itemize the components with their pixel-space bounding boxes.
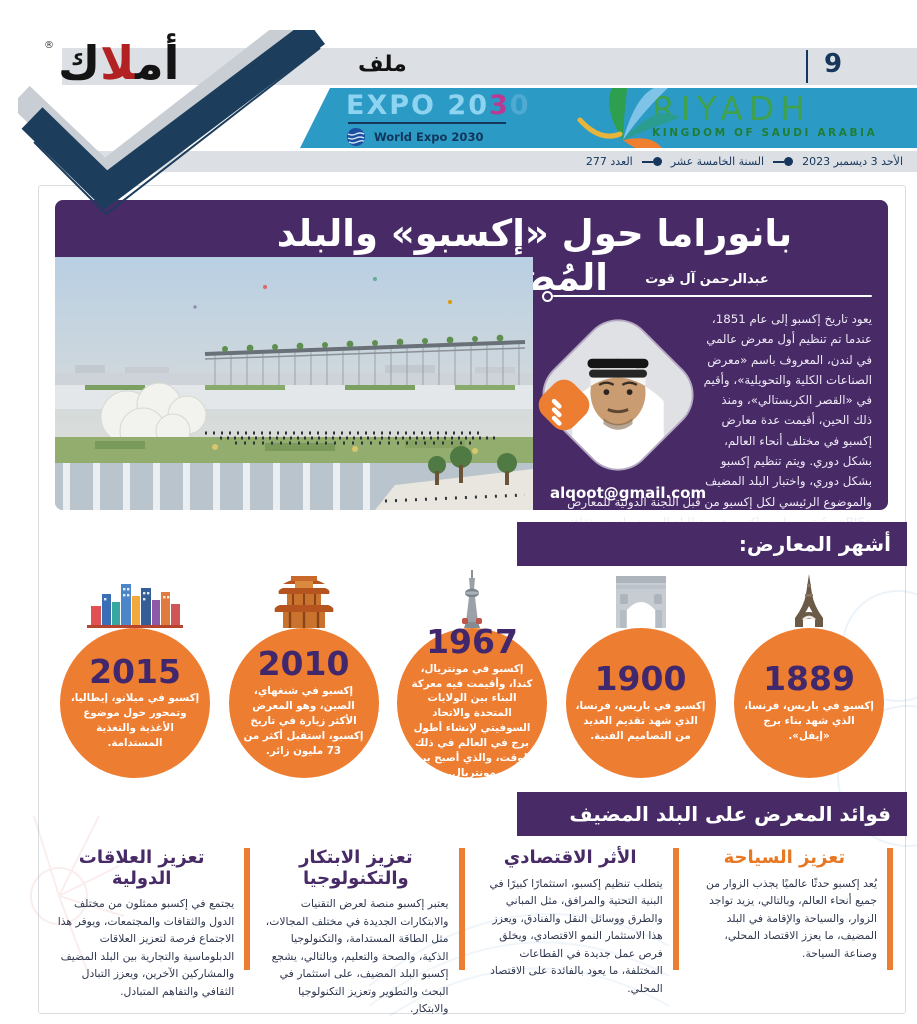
benefit-title: تعزيز العلاقات الدولية	[78, 847, 205, 889]
separator-dot-icon	[773, 157, 794, 166]
timeline-item-1900: 1900 إكسبو في باريس، فرنسا، الذي شهد تقد…	[557, 570, 725, 788]
benefit-accent-bar	[672, 848, 679, 970]
benefit-column-innovation: تعزيز الابتكار والتكنولوجيا يعتبر إكسبو …	[261, 846, 465, 1015]
riyadh-city-text: RIYADH	[652, 89, 812, 128]
registered-mark: ®	[44, 40, 54, 51]
benefit-accent-bar	[244, 848, 251, 970]
arc-de-triomphe-icon	[615, 576, 666, 628]
expo-word-prefix: EXPO 20	[346, 90, 489, 121]
logo-wordmark: أملاك	[58, 36, 179, 90]
author-block: عبدالرحمن آل قوت	[530, 272, 872, 549]
timeline-text: إكسبو في مونتريال، كندا، وأقيمت فيه معرك…	[411, 662, 533, 780]
timeline-year: 1967	[426, 622, 518, 661]
timeline-year: 2015	[89, 651, 181, 691]
timeline-circle: 1889 إكسبو في باريس، فرنسا، الذي شهد بنا…	[734, 628, 884, 778]
checkmark-logo-icon	[10, 0, 327, 216]
expo-wordmark: EXPO 2030	[346, 92, 531, 119]
article-body-wrap: يعود تاريخ إكسبو إلى عام 1851، عندما تم …	[530, 307, 872, 549]
header-bar	[62, 48, 917, 85]
page-number: 9	[824, 49, 843, 79]
section-banner-expos: أشهر المعارض:	[517, 522, 907, 566]
timeline-year: 1900	[594, 659, 687, 699]
timeline-circle: 1900 إكسبو في باريس، فرنسا، الذي شهد تقد…	[565, 628, 716, 778]
page-content-frame: بانوراما حول «إكسبو» والبلد المُضيف	[30, 185, 917, 1016]
benefit-text: يُعد إكسبو حدثًا عالميًا يجذب الزوار من …	[705, 876, 877, 960]
benefits-heading: فوائد المعرض على البلد المضيف	[569, 802, 891, 826]
logo-word-start: أم	[135, 36, 180, 90]
author-email[interactable]: alqoot@gmail.com	[550, 484, 707, 503]
benefit-accent-bar	[458, 848, 465, 970]
issue-date: الأحد 3 ديسمبر 2023	[802, 155, 903, 168]
benefit-text: يعتبر إكسبو منصة لعرض التقنيات والابتكار…	[265, 897, 449, 1016]
timeline-text: إكسبو في باريس، فرنسا، الذي شهد بناء برج…	[744, 699, 874, 742]
benefits-columns: تعزيز السياحة يُعد إكسبو حدثًا عالميًا ي…	[47, 846, 893, 1015]
expo-underline	[348, 122, 506, 124]
expo-site-photo	[55, 257, 533, 510]
logo-word-accent: لا	[100, 36, 136, 90]
expo2030-banner: EXPO 2030 World Expo 2030 RIYADH KINGDOM…	[300, 88, 917, 148]
benefit-column-relations: تعزيز العلاقات الدولية يجتمع في إكسبو مم…	[47, 846, 251, 1006]
timeline-circle: 1967 إكسبو في مونتريال، كندا، وأقيمت فيه…	[397, 622, 547, 780]
rule-line	[553, 295, 872, 297]
timeline-item-2010: 2010 إكسبو في شنغهاي، الصين، وهو المعرض …	[220, 570, 388, 788]
benefit-column-economic: الأثر الاقتصادي يتطلب تنظيم إكسبو، استثم…	[476, 846, 679, 1006]
benefit-column-tourism: تعزيز السياحة يُعد إكسبو حدثًا عالميًا ي…	[690, 846, 893, 1006]
author-rule	[542, 291, 872, 302]
separator-dot-icon	[641, 157, 662, 166]
expo-digit-last: 0	[509, 90, 531, 121]
timeline-text: إكسبو في باريس، فرنسا، الذي شهد تقديم ال…	[575, 699, 706, 742]
timeline-year: 2010	[257, 644, 350, 684]
pagoda-icon	[274, 576, 333, 628]
expos-heading: أشهر المعارض:	[738, 532, 891, 556]
timeline-circle: 2015 إكسبو في ميلانو، إيطاليا، وتمحور حو…	[60, 628, 210, 778]
benefit-title: تعزيز الابتكار والتكنولوجيا	[299, 847, 413, 889]
expo-logo: EXPO 2030 World Expo 2030	[346, 92, 531, 147]
benefit-text: يتطلب تنظيم إكسبو، استثمارًا كبيرًا في ا…	[489, 876, 663, 995]
benefit-accent-bar	[887, 848, 893, 970]
issue-number: العدد 277	[585, 155, 633, 168]
benefit-title: الأثر الاقتصادي	[503, 847, 637, 868]
page-number-divider	[806, 50, 808, 83]
timeline-circle: 2010 إكسبو في شنغهاي، الصين، وهو المعرض …	[228, 628, 379, 778]
globe-icon	[347, 127, 365, 146]
riyadh-country-text: KINGDOM OF SAUDI ARABIA	[652, 127, 878, 140]
quote-icon	[538, 379, 590, 431]
rule-ring-icon	[542, 291, 553, 302]
logo-word-end: ك	[58, 36, 101, 90]
timeline-item-1889: 1889 إكسبو في باريس، فرنسا، الذي شهد بنا…	[725, 570, 893, 788]
city-skyline-icon	[87, 584, 183, 628]
publication-year-label: السنة الخامسة عشر	[670, 155, 765, 168]
expo-timeline: 1889 إكسبو في باريس، فرنسا، الذي شهد بنا…	[47, 570, 897, 788]
section-tab-file: ملف	[358, 52, 407, 77]
expo-digit-accent: 3	[488, 90, 510, 121]
eiffel-tower-icon	[795, 574, 823, 627]
expo-subtitle: World Expo 2030	[374, 129, 484, 144]
timeline-text: إكسبو في ميلانو، إيطاليا، وتمحور حول موض…	[70, 692, 200, 750]
timeline-text: إكسبو في شنغهاي، الصين، وهو المعرض الأكث…	[243, 685, 364, 757]
timeline-item-2015: 2015 إكسبو في ميلانو، إيطاليا، وتمحور حو…	[51, 570, 219, 788]
benefit-title: تعزيز السياحة	[723, 847, 846, 868]
amlak-logo: ® أملاك	[10, 0, 328, 225]
timeline-item-1967: 1967 إكسبو في مونتريال، كندا، وأقيمت فيه…	[388, 570, 556, 788]
montreal-tower-icon	[462, 570, 482, 628]
expo-palm-emblem-icon	[577, 88, 680, 148]
riyadh-logo: RIYADH KINGDOM OF SAUDI ARABIA	[652, 89, 878, 140]
section-banner-benefits: فوائد المعرض على البلد المضيف	[517, 792, 907, 836]
author-name: عبدالرحمن آل قوت	[645, 272, 769, 287]
date-bar: الأحد 3 ديسمبر 2023 السنة الخامسة عشر ال…	[62, 151, 917, 172]
main-article-card: بانوراما حول «إكسبو» والبلد المُضيف	[55, 200, 888, 549]
benefit-text: يجتمع في إكسبو ممثلون من مختلف الدول وال…	[57, 897, 235, 998]
timeline-year: 1889	[763, 659, 855, 699]
author-portrait	[530, 307, 706, 483]
